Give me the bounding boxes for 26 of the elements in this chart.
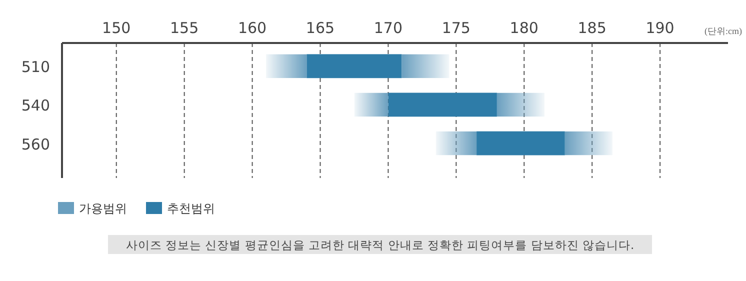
x-tick-label: 185 [578, 19, 606, 37]
x-tick-label: 150 [102, 19, 131, 37]
legend-label: 가용범위 [79, 202, 127, 216]
bar [564, 131, 612, 156]
x-tick-label: 180 [510, 19, 538, 37]
bar [388, 92, 497, 117]
legend-label: 추천범위 [167, 202, 215, 216]
y-tick-label: 540 [21, 96, 50, 115]
y-tick-label: 510 [21, 58, 50, 76]
text: (단위:cm) [704, 26, 742, 36]
text: 사이즈 정보는 신장별 평균인심을 고려한 대략적 안내로 정확한 피팅여부를 담보하진 않습니다. [126, 238, 634, 252]
bar [354, 92, 388, 117]
bar [266, 54, 307, 78]
bar [496, 92, 545, 117]
x-tick-label: 165 [306, 19, 335, 37]
x-tick-label: 190 [646, 19, 674, 37]
y-tick-label: 560 [21, 135, 50, 154]
x-tick-label: 175 [442, 19, 470, 37]
bar [306, 54, 402, 78]
x-tick-label: 170 [374, 19, 403, 37]
bar [476, 131, 565, 156]
bar [436, 131, 477, 156]
x-tick-label: 160 [238, 19, 267, 37]
grid: 150 155 160 165 170 175 180 185 190 [102, 19, 674, 178]
x-tick-label: 155 [170, 19, 199, 37]
bar [402, 54, 450, 78]
